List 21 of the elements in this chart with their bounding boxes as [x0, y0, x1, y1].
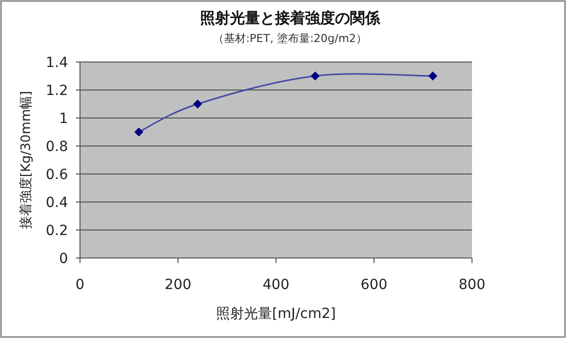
x-axis-title: 照射光量[mJ/cm2]: [216, 306, 336, 322]
x-tick-label: 800: [458, 277, 486, 293]
point: [134, 128, 144, 136]
y-tick-label: 1.2: [46, 83, 68, 99]
x-tick-label: 0: [76, 277, 84, 293]
point: [310, 72, 320, 80]
y-tick-label: 0.6: [46, 167, 68, 183]
y-tick-label: 0.4: [46, 195, 68, 211]
point: [428, 72, 438, 80]
chart-subtitle: （基材:PET, 塗布量:20g/m2）: [212, 32, 368, 45]
x-tick-label: 200: [164, 277, 192, 293]
x-tick-label: 400: [262, 277, 290, 293]
point: [193, 100, 202, 108]
y-tick-label: 0: [59, 251, 68, 267]
y-tick-label: 0.2: [46, 223, 68, 239]
y-axis-title: 接着強度[Kg/30mm幅]: [18, 90, 34, 230]
x-tick-label: 600: [360, 277, 388, 293]
chart-title: 照射光量と接着強度の関係: [200, 9, 381, 27]
y-tick-label: 0.8: [46, 139, 68, 155]
y-tick-label: 1.4: [46, 55, 68, 71]
y-tick-label: 1: [59, 111, 68, 127]
